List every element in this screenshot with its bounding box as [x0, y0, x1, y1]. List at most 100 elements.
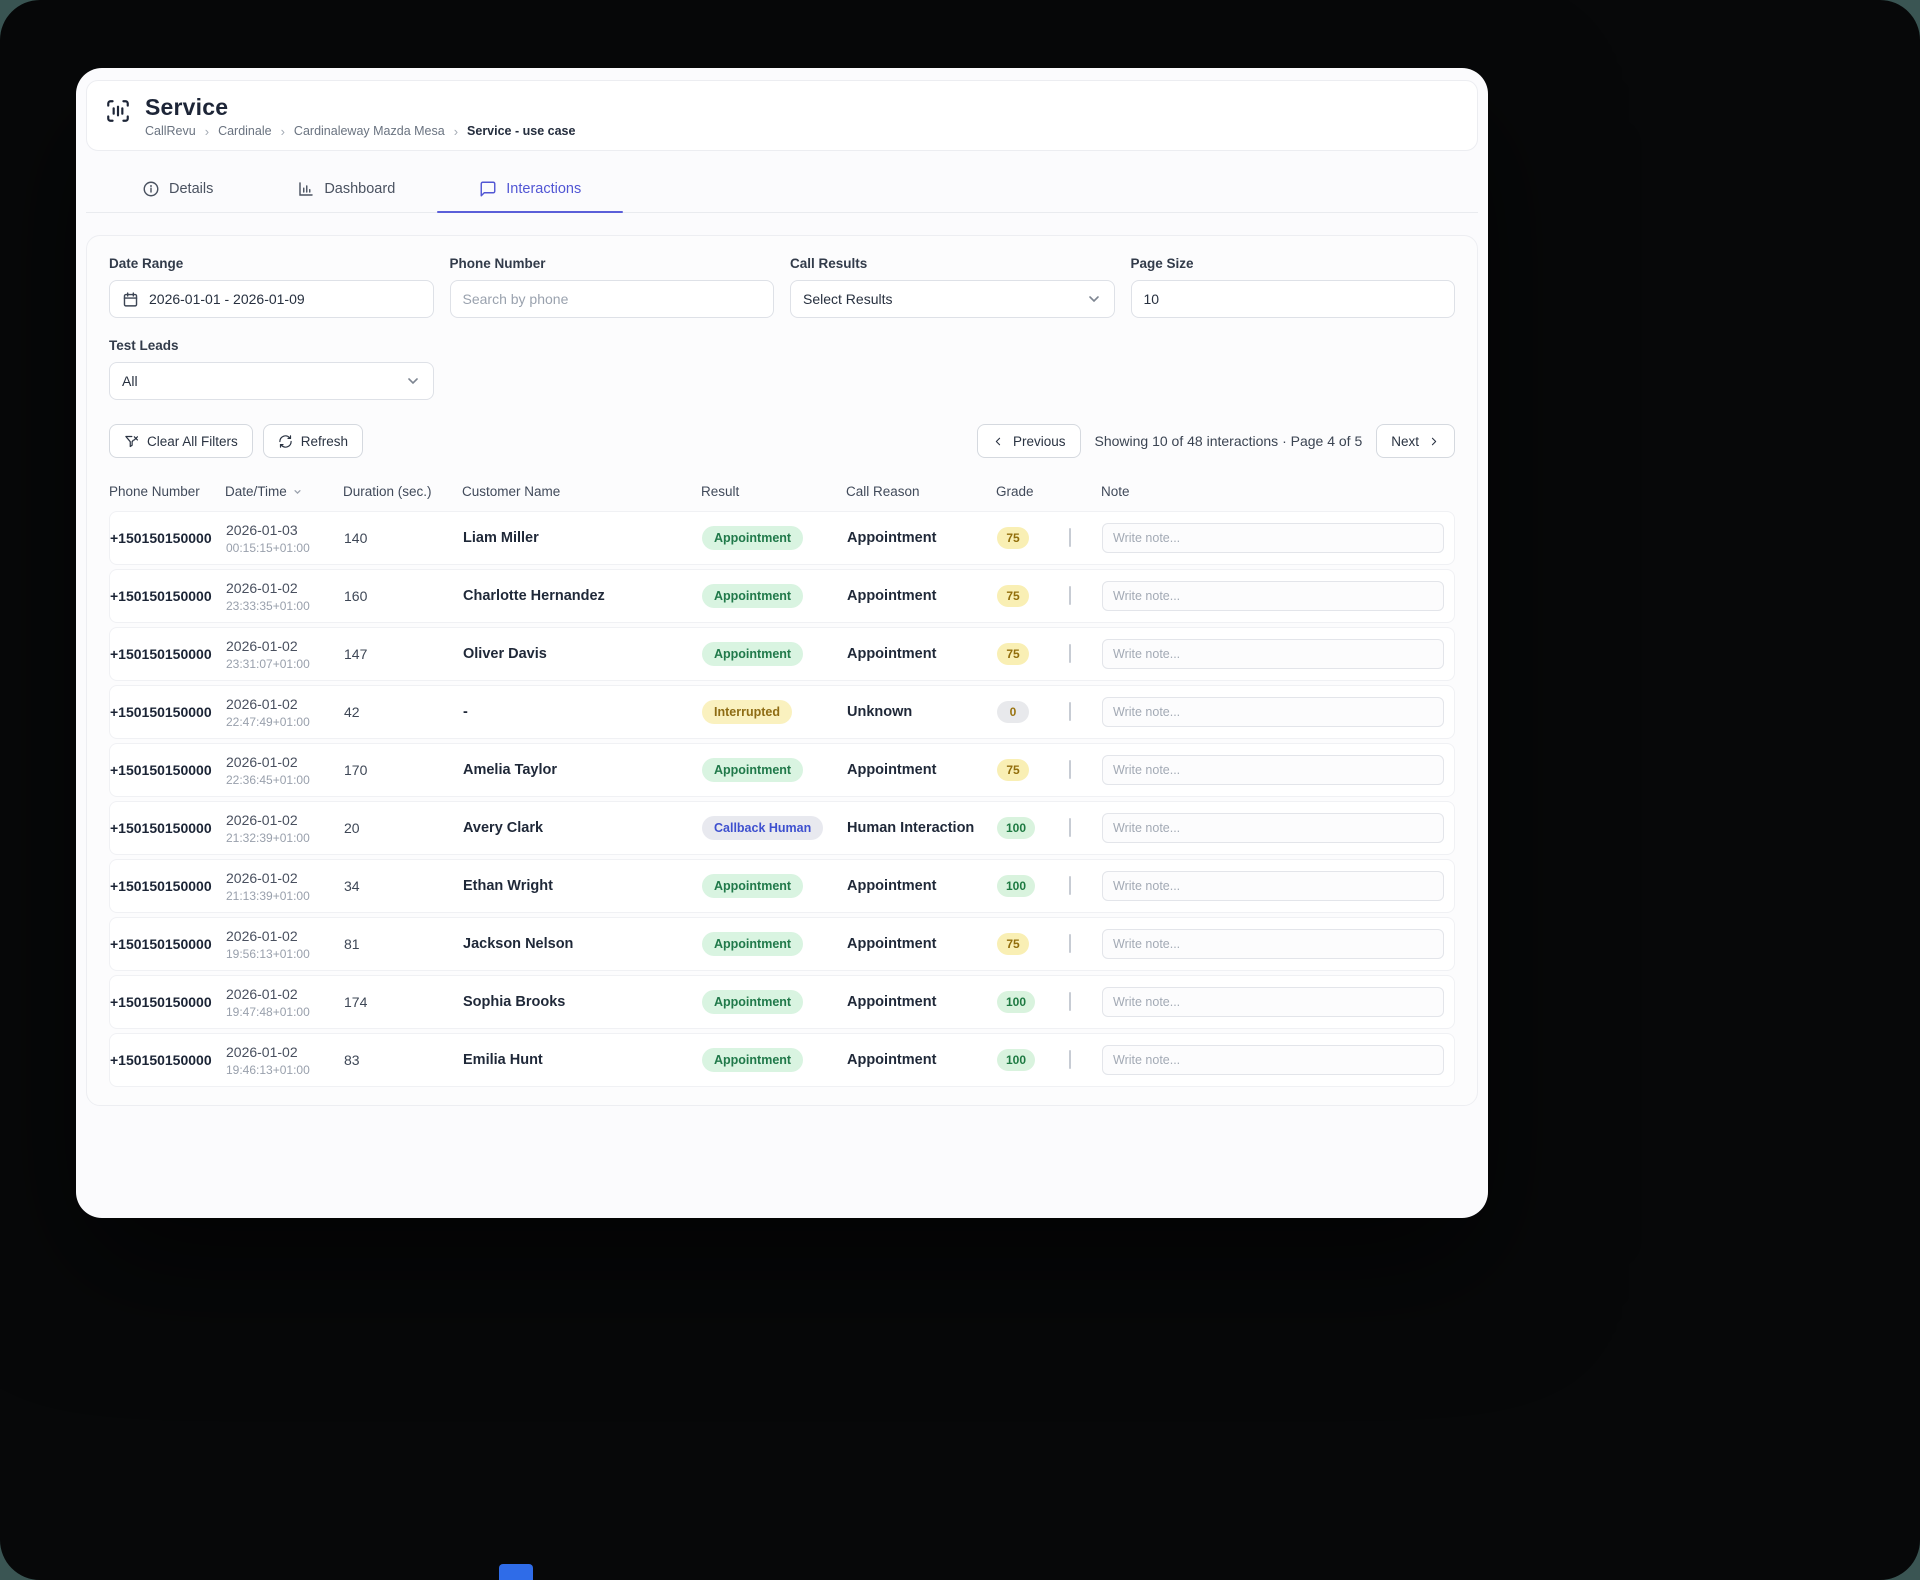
cell-time: 23:31:07+01:00: [226, 656, 310, 671]
column-header-customer: Customer Name: [462, 484, 561, 499]
refresh-icon: [279, 434, 292, 448]
cell-customer-name: Emilia Hunt: [463, 1052, 543, 1068]
note-checkbox[interactable]: [1069, 876, 1071, 895]
note-checkbox[interactable]: [1069, 702, 1071, 721]
cell-phone-number: +150150150000: [110, 994, 212, 1010]
cell-duration: 20: [344, 820, 360, 836]
result-badge: Appointment: [702, 526, 804, 550]
tab-dashboard[interactable]: Dashboard: [255, 167, 437, 212]
cell-time: 22:47:49+01:00: [226, 714, 310, 729]
note-input[interactable]: [1102, 987, 1444, 1017]
note-checkbox[interactable]: [1069, 1050, 1071, 1069]
note-checkbox[interactable]: [1069, 934, 1071, 953]
cell-time: 21:32:39+01:00: [226, 830, 310, 845]
column-header-datetime[interactable]: Date/Time: [225, 484, 343, 499]
note-input[interactable]: [1102, 697, 1444, 727]
test-leads-value: All: [122, 373, 138, 389]
refresh-button[interactable]: Refresh: [262, 424, 364, 458]
note-input[interactable]: [1102, 871, 1444, 901]
cell-call-reason: Unknown: [847, 704, 913, 720]
note-input[interactable]: [1102, 813, 1444, 843]
note-checkbox[interactable]: [1069, 992, 1071, 1011]
note-input[interactable]: [1102, 755, 1444, 785]
clear-all-filters-button[interactable]: Clear All Filters: [109, 424, 253, 458]
date-range-label: Date Range: [109, 256, 184, 271]
previous-page-button[interactable]: Previous: [976, 424, 1081, 458]
cell-datetime: 2026-01-02 21:32:39+01:00: [226, 811, 344, 846]
result-badge: Appointment: [702, 758, 804, 782]
cell-duration: 42: [344, 704, 360, 720]
note-input[interactable]: [1102, 1045, 1444, 1075]
note-checkbox[interactable]: [1069, 586, 1071, 605]
cell-date: 2026-01-02: [226, 985, 298, 1002]
column-header-reason: Call Reason: [846, 484, 920, 499]
cell-phone-number: +150150150000: [110, 762, 212, 778]
grade-badge: 75: [997, 933, 1029, 955]
cell-duration: 174: [344, 994, 368, 1010]
table-row: +150150150000 2026-01-02 21:13:39+01:00 …: [109, 859, 1455, 913]
cell-datetime: 2026-01-02 19:47:48+01:00: [226, 985, 344, 1020]
grade-badge: 75: [997, 585, 1029, 607]
note-input[interactable]: [1102, 639, 1444, 669]
date-range-picker[interactable]: 2026-01-01 - 2026-01-09: [109, 280, 434, 318]
tab-interactions[interactable]: Interactions: [437, 167, 624, 213]
tab-details[interactable]: Details: [100, 167, 255, 212]
call-results-select[interactable]: Select Results: [790, 280, 1115, 318]
note-checkbox[interactable]: [1069, 528, 1071, 547]
cell-datetime: 2026-01-02 21:13:39+01:00: [226, 869, 344, 904]
filter-test-leads: Test Leads All: [109, 338, 434, 400]
cell-customer-name: Jackson Nelson: [463, 936, 574, 952]
breadcrumb-item[interactable]: Cardinale: [218, 124, 272, 138]
cell-customer-name: Avery Clark: [463, 820, 544, 836]
next-page-button[interactable]: Next: [1376, 424, 1455, 458]
bar-chart-icon: [299, 182, 314, 196]
info-icon: [143, 181, 159, 197]
cell-call-reason: Appointment: [847, 994, 937, 1010]
table-header: Phone Number Date/Time Duration (sec.) C…: [109, 484, 1455, 511]
chat-bubble-icon: [480, 181, 496, 197]
cell-duration: 170: [344, 762, 368, 778]
cell-duration: 147: [344, 646, 368, 662]
note-checkbox[interactable]: [1069, 818, 1071, 837]
phone-search-input[interactable]: [462, 291, 761, 307]
page-size-input[interactable]: [1143, 291, 1442, 307]
table-row: +150150150000 2026-01-03 00:15:15+01:00 …: [109, 511, 1455, 565]
cell-datetime: 2026-01-02 22:36:45+01:00: [226, 753, 344, 788]
breadcrumb-current: Service - use case: [467, 124, 576, 138]
sort-chevron-down-icon: [291, 485, 304, 498]
cell-customer-name: Charlotte Hernandez: [463, 588, 605, 604]
cell-date: 2026-01-02: [226, 637, 298, 654]
cell-datetime: 2026-01-02 23:33:35+01:00: [226, 579, 344, 614]
column-header-result: Result: [701, 484, 740, 499]
note-input[interactable]: [1102, 581, 1444, 611]
page-header: Service CallRevu › Cardinale › Cardinale…: [86, 80, 1478, 151]
note-input[interactable]: [1102, 523, 1444, 553]
cell-datetime: 2026-01-02 19:46:13+01:00: [226, 1043, 344, 1078]
result-badge: Appointment: [702, 1048, 804, 1072]
table-row: +150150150000 2026-01-02 19:47:48+01:00 …: [109, 975, 1455, 1029]
cell-date: 2026-01-02: [226, 927, 298, 944]
note-checkbox[interactable]: [1069, 760, 1071, 779]
cell-call-reason: Appointment: [847, 1052, 937, 1068]
chevron-right-icon: [1431, 437, 1437, 445]
breadcrumb-item[interactable]: Cardinaleway Mazda Mesa: [293, 124, 445, 138]
cell-customer-name: Sophia Brooks: [463, 994, 566, 1010]
filter-call-results: Call Results Select Results: [790, 256, 1115, 318]
filter-phone: Phone Number: [449, 256, 774, 318]
actions-row: Clear All Filters Refresh Previous Showi…: [109, 424, 1455, 458]
cell-date: 2026-01-02: [226, 869, 298, 886]
test-leads-select[interactable]: All: [109, 362, 434, 400]
cell-time: 19:47:48+01:00: [226, 1004, 310, 1019]
column-header-note: Note: [1101, 484, 1130, 499]
breadcrumb-item[interactable]: CallRevu: [145, 124, 196, 138]
note-checkbox[interactable]: [1069, 644, 1071, 663]
cell-call-reason: Appointment: [847, 530, 937, 546]
note-input[interactable]: [1102, 929, 1444, 959]
page-title: Service: [145, 94, 229, 120]
cell-date: 2026-01-02: [226, 1043, 298, 1060]
table-row: +150150150000 2026-01-02 23:33:35+01:00 …: [109, 569, 1455, 623]
grade-badge: 100: [997, 817, 1036, 839]
cell-phone-number: +150150150000: [110, 878, 212, 894]
chevron-right-icon: ›: [204, 123, 210, 139]
cell-duration: 81: [344, 936, 360, 952]
